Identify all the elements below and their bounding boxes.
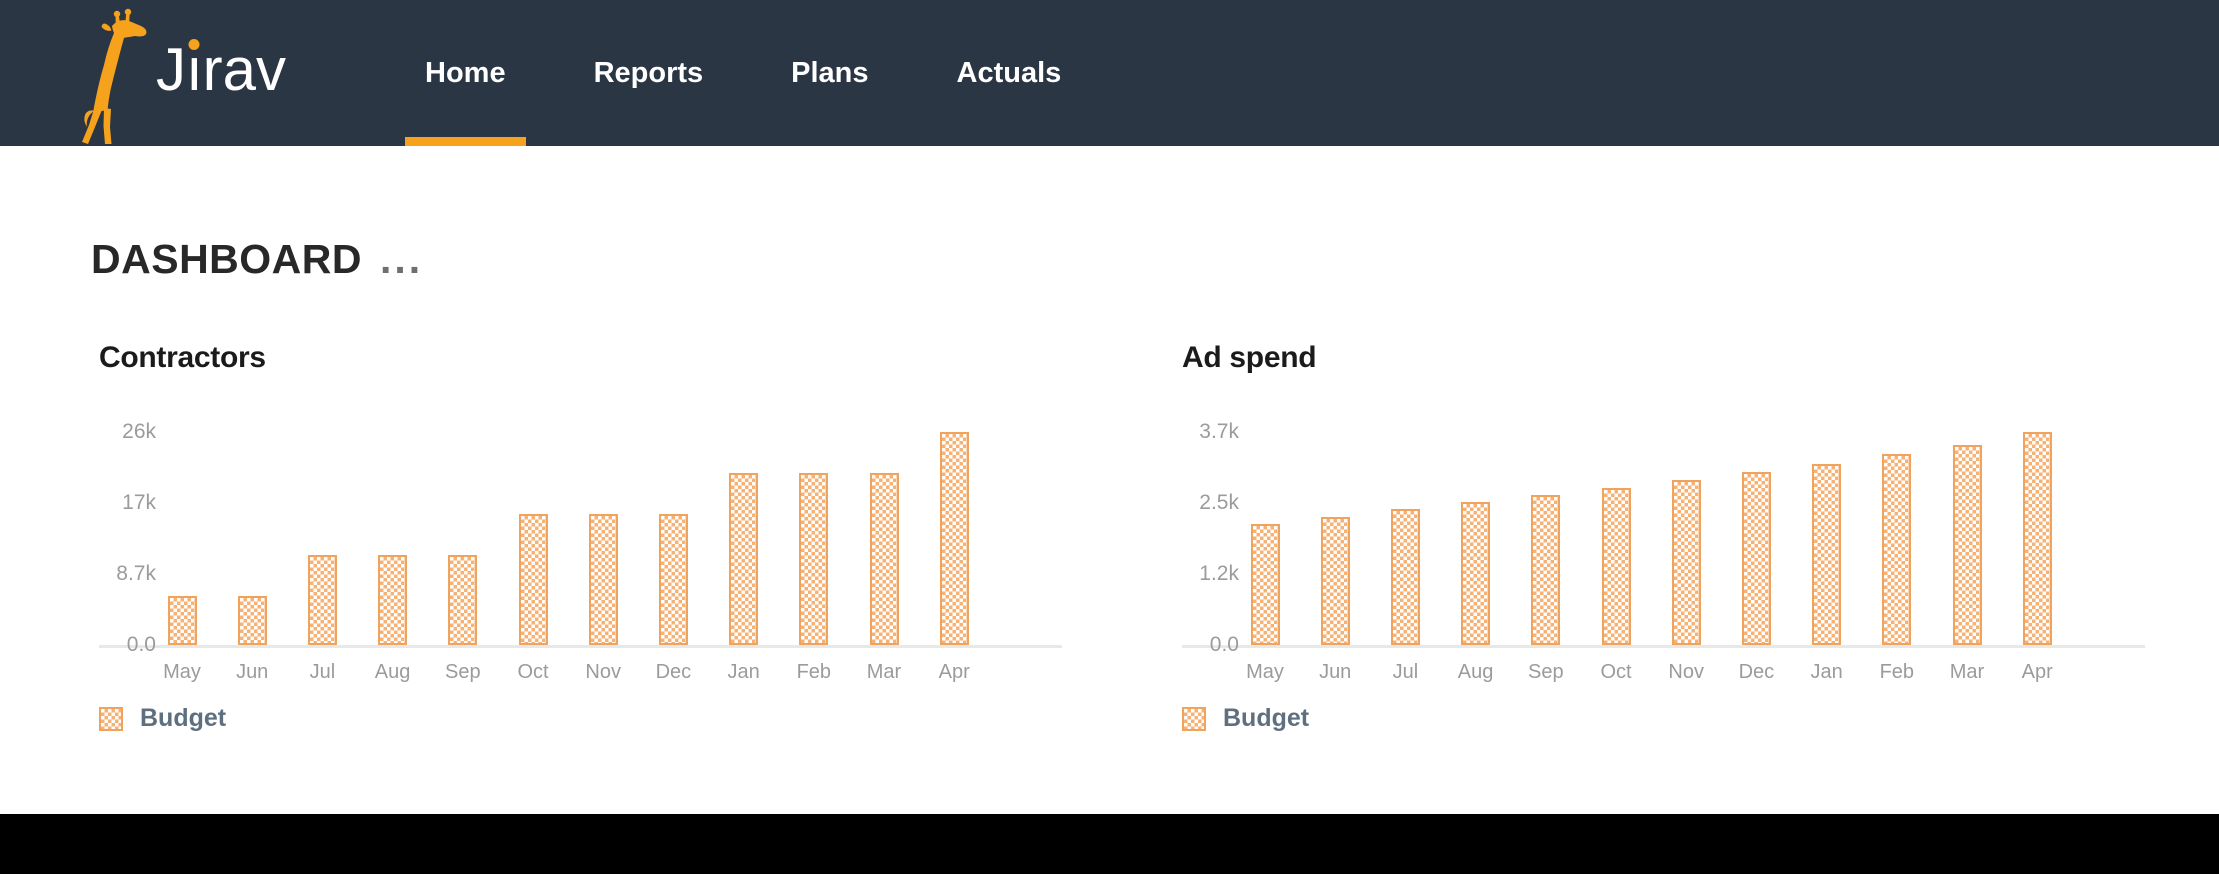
x-axis-month-label: May — [1246, 661, 1284, 683]
y-axis-tick-label: 17k — [122, 491, 156, 514]
brand-wordmark: Jırav — [156, 0, 286, 143]
legend-item-budget[interactable]: Budget — [99, 704, 226, 733]
legend-swatch — [99, 706, 123, 731]
y-axis-tick-label: 0.0 — [1209, 633, 1239, 656]
budget-bar-apr[interactable] — [2022, 432, 2052, 645]
main-nav: Home Reports Plans Actuals — [405, 0, 1081, 146]
legend-label: Budget — [1223, 704, 1310, 732]
x-axis-month-label: Jan — [1810, 661, 1843, 683]
budget-bar-aug[interactable] — [378, 555, 408, 645]
x-axis-month-label: Mar — [866, 661, 902, 683]
x-axis-month-label: Feb — [796, 661, 832, 683]
x-axis-month-label: Jul — [309, 661, 336, 683]
chart-plot: 0.0 8.7k 17k 26k May Jun Jul Aug Sep Oct Nov Dec Jan… — [99, 421, 1062, 683]
x-axis-month-label: Jul — [1392, 661, 1419, 683]
legend-item-budget[interactable]: Budget — [1182, 704, 1309, 733]
y-axis-tick-label: 0.0 — [126, 633, 156, 656]
x-axis-month-label: Feb — [1879, 661, 1915, 683]
x-axis-month-label: Jun — [236, 661, 269, 683]
budget-bar-dec[interactable] — [1741, 472, 1771, 645]
budget-bar-may[interactable] — [1250, 524, 1280, 645]
budget-bar-dec[interactable] — [658, 514, 688, 645]
x-axis-month-label: Apr — [2021, 661, 2053, 683]
page-heading: DASHBOARD ... — [91, 236, 423, 283]
x-axis-month-label: Nov — [1668, 661, 1704, 683]
page-title: DASHBOARD — [91, 236, 362, 282]
x-axis-month-label: Apr — [938, 661, 970, 683]
budget-bar-apr[interactable] — [939, 432, 969, 645]
budget-bar-sep[interactable] — [1531, 495, 1561, 645]
x-axis-month-label: Mar — [1949, 661, 1985, 683]
budget-bar-oct[interactable] — [1601, 488, 1631, 645]
budget-bar-jun[interactable] — [237, 596, 267, 645]
x-axis-month-label: Sep — [445, 661, 481, 683]
nav-item-plans[interactable]: Plans — [791, 56, 869, 89]
x-axis-month-label: Sep — [1528, 661, 1564, 683]
budget-bar-jun[interactable] — [1320, 517, 1350, 645]
chart-plot: 0.0 1.2k 2.5k 3.7k May Jun Jul Aug Sep Oct Nov Dec J… — [1182, 421, 2145, 683]
budget-bar-sep[interactable] — [448, 555, 478, 645]
budget-bar-mar[interactable] — [869, 473, 899, 645]
x-axis-month-label: Aug — [1457, 661, 1494, 683]
budget-bar-mar[interactable] — [1952, 445, 1982, 645]
x-axis-month-label: Nov — [585, 661, 621, 683]
dashboard-menu-button[interactable]: ... — [380, 236, 424, 282]
contractors-chart: Contractors 0.0 8.7k 17k 26k May Jun Jul Aug Sep… — [99, 340, 1062, 760]
nav-item-reports[interactable]: Reports — [593, 56, 704, 89]
top-navbar: Jırav Home Reports Plans Actuals — [0, 0, 2219, 146]
giraffe-logo-icon — [78, 5, 152, 145]
budget-bar-jan[interactable] — [729, 473, 759, 645]
brand-logo[interactable]: Jırav — [78, 4, 286, 146]
budget-bar-jul[interactable] — [307, 555, 337, 645]
budget-bar-feb[interactable] — [1882, 454, 1912, 645]
x-axis-month-label: Dec — [1738, 661, 1775, 683]
chart-title: Ad spend — [1182, 341, 1317, 374]
x-axis-month-label: Oct — [517, 661, 549, 683]
y-axis-tick-label: 1.2k — [1199, 562, 1239, 585]
x-axis-month-label: Jan — [727, 661, 760, 683]
nav-item-home[interactable]: Home — [405, 0, 526, 146]
y-axis-tick-label: 26k — [122, 420, 156, 443]
budget-bar-may[interactable] — [167, 596, 197, 645]
x-axis-month-label: Aug — [374, 661, 411, 683]
budget-bar-nov[interactable] — [1671, 480, 1701, 645]
chart-title: Contractors — [99, 341, 266, 374]
x-axis-month-label: Jun — [1319, 661, 1352, 683]
y-axis-tick-label: 2.5k — [1199, 491, 1239, 514]
budget-bar-aug[interactable] — [1461, 502, 1491, 645]
y-axis-tick-label: 8.7k — [116, 562, 156, 585]
budget-bar-jul[interactable] — [1390, 509, 1420, 645]
footer-bar — [0, 814, 2219, 874]
ad-spend-chart: Ad spend 0.0 1.2k 2.5k 3.7k May Jun Jul Aug Sep O… — [1182, 340, 2145, 760]
nav-item-actuals[interactable]: Actuals — [956, 56, 1062, 89]
budget-bar-nov[interactable] — [588, 514, 618, 645]
x-axis-month-label: Dec — [655, 661, 692, 683]
x-axis-month-label: Oct — [1600, 661, 1632, 683]
budget-bar-jan[interactable] — [1812, 464, 1842, 645]
budget-bar-feb[interactable] — [799, 473, 829, 645]
y-axis-tick-label: 3.7k — [1199, 420, 1239, 443]
legend-label: Budget — [140, 704, 227, 732]
x-axis-month-label: May — [163, 661, 201, 683]
legend-swatch — [1182, 706, 1206, 731]
budget-bar-oct[interactable] — [518, 514, 548, 645]
